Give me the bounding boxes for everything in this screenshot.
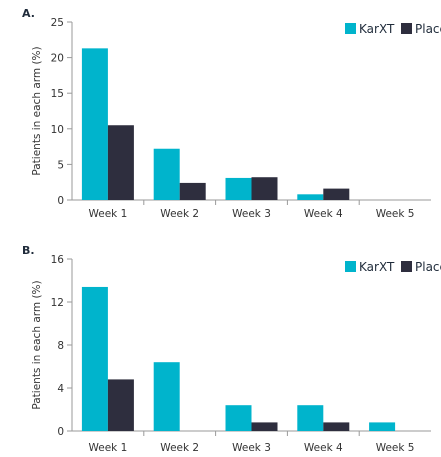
legend-label-placebo: Placebo	[415, 22, 441, 36]
bar-karxt-week-4	[297, 405, 324, 431]
y-tick-label: 25	[51, 17, 64, 29]
y-tick-label: 4	[57, 383, 64, 395]
bar-placebo-week-4	[323, 422, 350, 431]
panel-label: A.	[22, 7, 35, 20]
x-category-label: Week 3	[232, 208, 271, 220]
bar-karxt-week-1	[81, 48, 108, 201]
legend-swatch-placebo	[401, 261, 412, 272]
x-category-label: Week 1	[89, 442, 128, 454]
bar-karxt-week-1	[81, 286, 108, 431]
panel-label: B.	[22, 244, 35, 257]
y-tick-label: 0	[57, 426, 64, 438]
bar-placebo-week-1	[107, 379, 134, 431]
bar-placebo-week-4	[323, 188, 350, 200]
legend-label-karxt: KarXT	[359, 22, 395, 36]
legend-label-placebo: Placebo	[415, 260, 441, 274]
x-category-label: Week 3	[232, 442, 271, 454]
y-tick-label: 16	[51, 254, 65, 266]
y-tick-label: 10	[51, 124, 64, 136]
bar-placebo-week-3	[251, 177, 278, 200]
bar-karxt-week-3	[225, 405, 252, 431]
legend-swatch-placebo	[401, 23, 412, 34]
x-category-label: Week 1	[89, 208, 128, 220]
x-category-label: Week 2	[160, 208, 199, 220]
y-tick-label: 12	[51, 297, 64, 309]
bar-placebo-week-2	[179, 182, 206, 200]
bar-karxt-week-2	[153, 362, 180, 431]
x-category-label: Week 5	[376, 442, 415, 454]
y-tick-label: 15	[51, 88, 64, 100]
x-category-label: Week 5	[376, 208, 415, 220]
y-tick-label: 0	[57, 195, 64, 207]
x-category-label: Week 2	[160, 442, 199, 454]
chart-panel-1: A. 0 5 10 15 20 25 Patients in each arm (%) Week…	[22, 7, 441, 220]
bar-karxt-week-4	[297, 194, 324, 200]
legend-swatch-karxt	[345, 261, 356, 272]
x-category-label: Week 4	[304, 208, 343, 220]
x-category-label: Week 4	[304, 442, 343, 454]
y-axis-title: Patients in each arm (%)	[31, 280, 43, 409]
y-tick-label: 5	[57, 159, 64, 171]
y-tick-label: 20	[51, 53, 64, 65]
chart-panel-2: B. 0 4 8 12 16 Patients in each arm (%) Week 1 W…	[22, 244, 441, 454]
bar-placebo-week-1	[107, 125, 134, 200]
bar-karxt-week-5	[369, 422, 396, 431]
bar-karxt-week-3	[225, 177, 252, 200]
y-tick-label: 8	[57, 340, 64, 352]
bar-karxt-week-2	[153, 148, 180, 200]
legend-swatch-karxt	[345, 23, 356, 34]
legend-label-karxt: KarXT	[359, 260, 395, 274]
bar-placebo-week-3	[251, 422, 278, 431]
y-axis-title: Patients in each arm (%)	[31, 46, 43, 175]
